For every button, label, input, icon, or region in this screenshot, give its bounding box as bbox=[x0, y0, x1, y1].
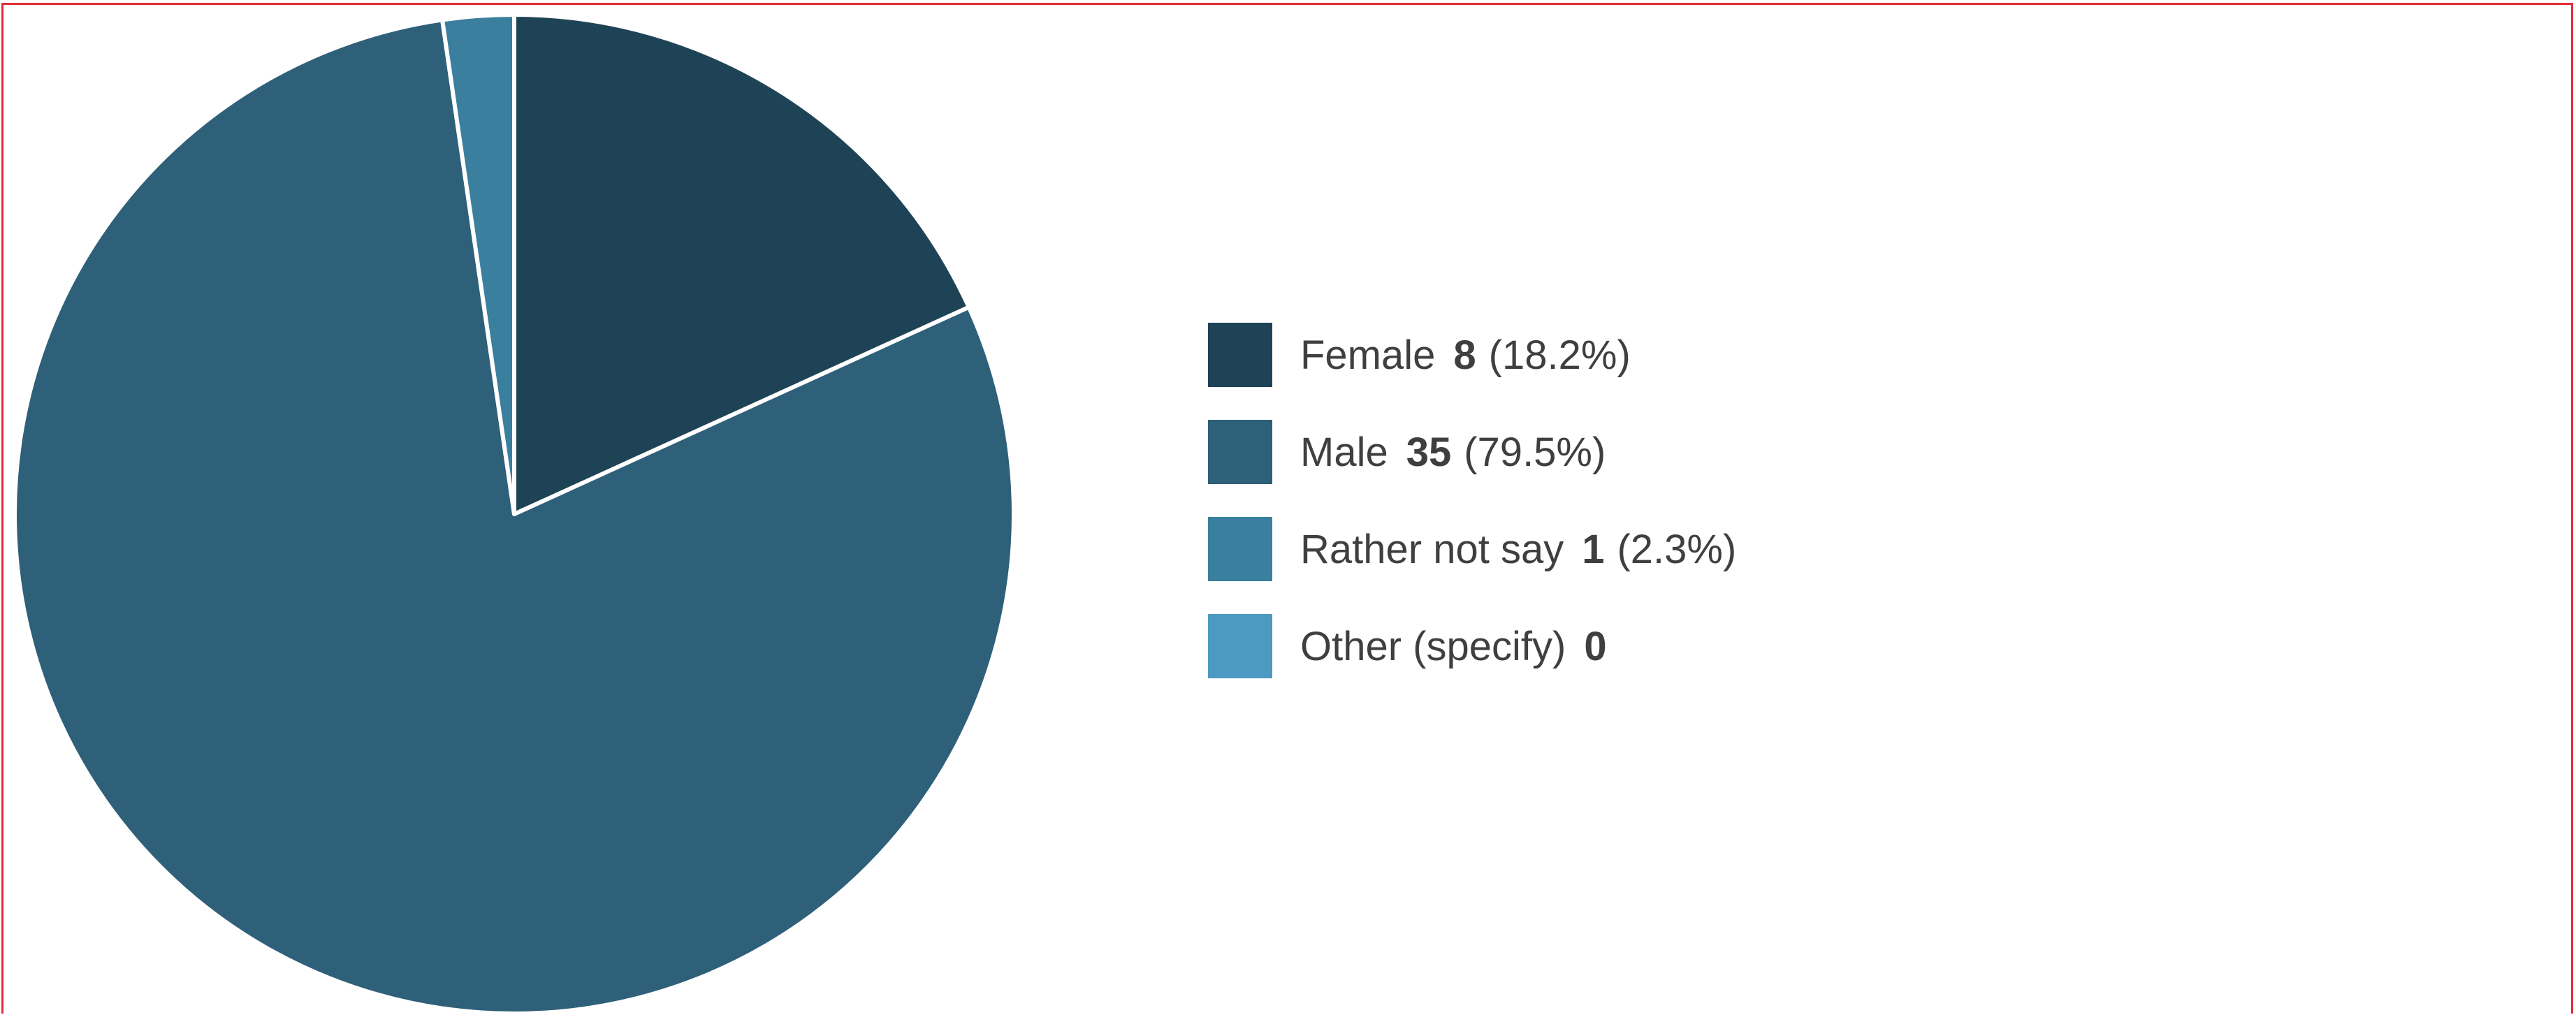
legend-percent: (79.5%) bbox=[1464, 429, 1606, 475]
legend-label: Female bbox=[1300, 332, 1436, 378]
legend-swatch-rather-not-say bbox=[1208, 517, 1272, 581]
legend-count: 35 bbox=[1406, 429, 1452, 475]
legend-swatch-male bbox=[1208, 420, 1272, 484]
legend-item-other: Other (specify) 0 bbox=[1208, 614, 1736, 678]
legend-percent: (18.2%) bbox=[1488, 332, 1631, 378]
legend-count: 0 bbox=[1584, 623, 1607, 669]
legend: Female 8 (18.2%) Male 35 (79.5%) Rather not … bbox=[1208, 323, 1736, 711]
pie-slice-rather-not-say bbox=[440, 13, 516, 516]
chart-frame bbox=[1, 3, 2573, 1014]
legend-item-female: Female 8 (18.2%) bbox=[1208, 323, 1736, 387]
legend-text-female: Female 8 (18.2%) bbox=[1300, 332, 1631, 379]
legend-count: 8 bbox=[1453, 332, 1476, 378]
pie-chart bbox=[13, 13, 1016, 1015]
legend-swatch-female bbox=[1208, 323, 1272, 387]
legend-item-male: Male 35 (79.5%) bbox=[1208, 420, 1736, 484]
legend-item-rather-not-say: Rather not say 1 (2.3%) bbox=[1208, 517, 1736, 581]
legend-label: Other (specify) bbox=[1300, 623, 1566, 669]
legend-swatch-other bbox=[1208, 614, 1272, 678]
pie-slice-female bbox=[512, 13, 971, 516]
legend-percent: (2.3%) bbox=[1617, 526, 1737, 572]
legend-text-other: Other (specify) 0 bbox=[1300, 623, 1620, 670]
legend-text-rather-not-say: Rather not say 1 (2.3%) bbox=[1300, 526, 1736, 573]
pie-slice-male bbox=[13, 17, 1016, 1015]
legend-label: Male bbox=[1300, 429, 1388, 475]
legend-text-male: Male 35 (79.5%) bbox=[1300, 429, 1606, 476]
legend-count: 1 bbox=[1582, 526, 1605, 572]
legend-label: Rather not say bbox=[1300, 526, 1564, 572]
